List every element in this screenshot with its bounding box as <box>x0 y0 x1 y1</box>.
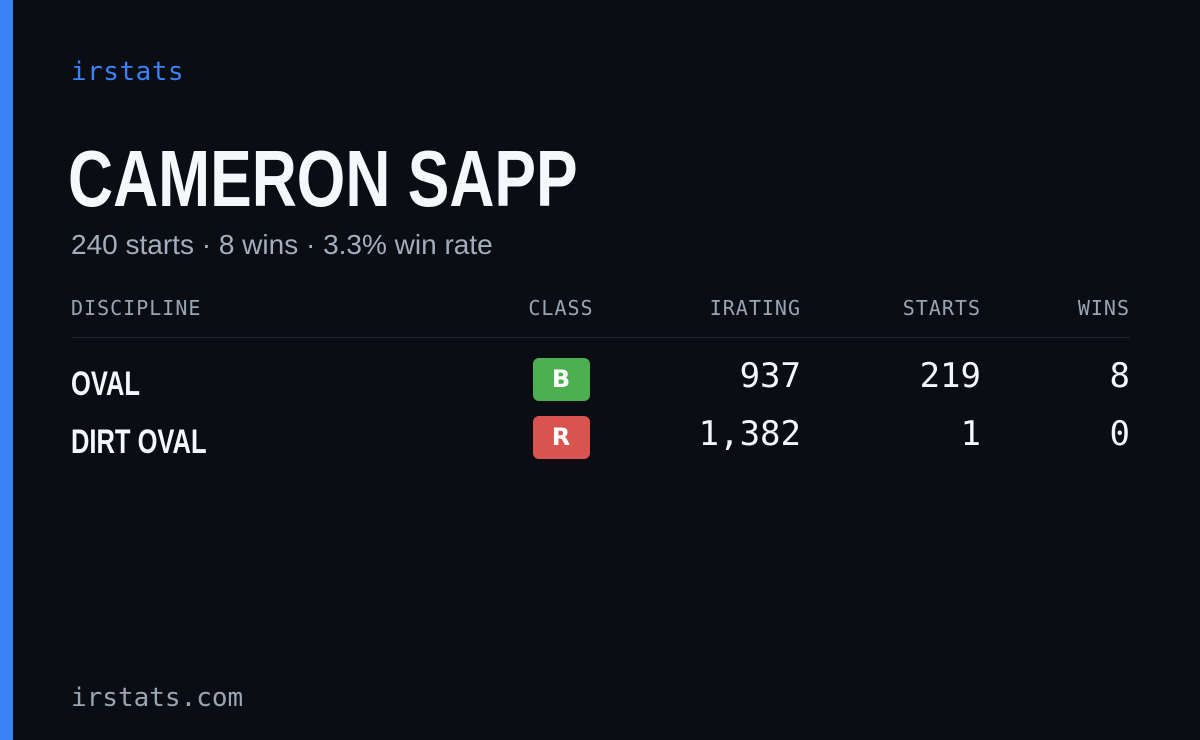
table-row: OVAL B 937 219 8 <box>71 338 1130 409</box>
wins-value: 8 <box>1109 356 1130 396</box>
accent-bar <box>0 0 13 740</box>
class-cell: B <box>491 338 631 409</box>
footer-domain: irstats.com <box>71 683 244 713</box>
discipline-cell: DIRT OVAL <box>71 408 491 466</box>
starts-cell: 219 <box>801 338 981 409</box>
irating-cell: 1,382 <box>631 408 801 466</box>
header-starts: STARTS <box>801 296 981 338</box>
driver-summary: 240 starts · 8 wins · 3.3% win rate <box>71 229 493 260</box>
starts-value: 1 <box>960 414 981 454</box>
irating-value: 1,382 <box>698 414 801 454</box>
brand-logo: irstats <box>71 57 185 87</box>
starts-cell: 1 <box>801 408 981 466</box>
irating-cell: 937 <box>631 338 801 409</box>
header-wins: WINS <box>981 296 1130 338</box>
wins-value: 0 <box>1109 414 1130 454</box>
wins-cell: 0 <box>981 408 1130 466</box>
discipline-cell: OVAL <box>71 338 491 409</box>
header-irating: IRATING <box>631 296 801 338</box>
class-badge: B <box>532 357 590 401</box>
header-discipline: DISCIPLINE <box>71 296 491 338</box>
class-badge: R <box>532 415 590 459</box>
irating-value: 937 <box>739 356 801 396</box>
discipline-name: OVAL <box>71 364 140 403</box>
header-class: CLASS <box>491 296 631 338</box>
header-row: DISCIPLINE CLASS IRATING STARTS WINS <box>71 296 1130 338</box>
starts-value: 219 <box>919 356 981 396</box>
table-body: OVAL B 937 219 8 DIRT OVAL R 1,382 <box>71 338 1130 467</box>
driver-name: CAMERON SAPP <box>68 134 578 223</box>
table-row: DIRT OVAL R 1,382 1 0 <box>71 408 1130 466</box>
discipline-name: DIRT OVAL <box>71 422 207 461</box>
discipline-stats-table: DISCIPLINE CLASS IRATING STARTS WINS OVA… <box>71 296 1130 466</box>
table-header: DISCIPLINE CLASS IRATING STARTS WINS <box>71 296 1130 338</box>
class-cell: R <box>491 408 631 466</box>
wins-cell: 8 <box>981 338 1130 409</box>
